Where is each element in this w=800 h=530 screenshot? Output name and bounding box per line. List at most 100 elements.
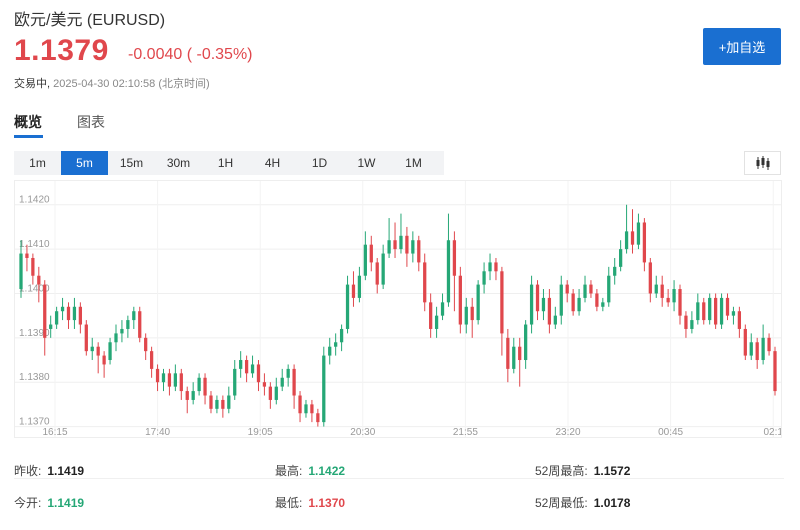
trading-state: 交易中, [14, 78, 51, 90]
view-tabs: 概览 图表 [14, 110, 105, 140]
price-chart[interactable]: 1.1420 1.1410 1.1400 1.1390 1.1380 1.1370 16:… [14, 180, 783, 438]
candle [114, 324, 118, 352]
candle [167, 368, 172, 396]
candle [292, 364, 296, 409]
stats-divider [14, 478, 784, 479]
y-tick-label: 1.1380 [19, 372, 50, 383]
candle [304, 399, 308, 418]
candle [464, 297, 468, 334]
candle [328, 337, 332, 365]
x-tick-label: 19:05 [248, 427, 273, 437]
candle [767, 333, 771, 356]
candle [144, 333, 148, 361]
candle [500, 266, 504, 356]
period-1w[interactable]: 1W [357, 156, 376, 170]
candle [244, 355, 249, 383]
candle [262, 373, 267, 396]
open-label: 今开: [14, 496, 42, 510]
candle [108, 337, 112, 365]
candlestick-icon [756, 156, 769, 170]
candle [256, 360, 261, 392]
candle [470, 297, 474, 338]
candle [363, 231, 367, 281]
candle [393, 222, 397, 258]
period-1mo[interactable]: 1M [405, 156, 422, 170]
candle [31, 253, 35, 285]
candle [268, 382, 272, 409]
candle [96, 342, 100, 374]
candle [743, 324, 747, 361]
candle [488, 253, 492, 281]
candle [239, 351, 243, 378]
period-4h[interactable]: 4H [264, 156, 281, 170]
candle [547, 289, 552, 334]
candle [512, 337, 516, 374]
add-to-watchlist-button[interactable]: +加自选 [703, 28, 781, 65]
period-15m[interactable]: 15m [119, 156, 144, 170]
tab-overview[interactable]: 概览 [14, 110, 43, 138]
candlestick-chart: 1.1420 1.1410 1.1400 1.1390 1.1380 1.1370 16:… [15, 181, 783, 438]
candle [233, 360, 237, 400]
current-price: 1.1379 [14, 34, 109, 67]
candle [102, 351, 106, 378]
candle [636, 213, 641, 250]
candle [672, 280, 676, 312]
period-1d[interactable]: 1D [311, 156, 328, 170]
candle [49, 315, 53, 338]
x-tick-label: 17:40 [145, 427, 170, 437]
period-1h[interactable]: 1H [217, 156, 234, 170]
stat-prev-close: 昨收: 1.1419 [14, 462, 84, 479]
candle [761, 324, 765, 365]
candle [755, 337, 759, 369]
candle [423, 253, 427, 312]
candle [399, 213, 403, 254]
candle [375, 257, 379, 294]
candle [381, 244, 385, 290]
candle [749, 333, 753, 361]
candle [411, 231, 415, 263]
candle [702, 297, 706, 325]
candle [280, 368, 284, 392]
high-value: 1.1422 [308, 464, 346, 478]
y-tick-label: 1.1420 [19, 195, 50, 206]
candle [773, 346, 777, 396]
candle [607, 266, 611, 307]
w52-low-label: 52周最低: [535, 496, 588, 510]
stat-low: 最低: 1.1370 [275, 494, 345, 511]
stat-open: 今开: 1.1419 [14, 494, 84, 511]
candle [482, 262, 486, 294]
candle [274, 377, 278, 405]
candle [155, 364, 160, 392]
candle [126, 315, 130, 338]
candle [357, 266, 362, 303]
candle [684, 311, 688, 338]
candle [60, 297, 65, 321]
candle [286, 364, 290, 387]
tab-chart[interactable]: 图表 [77, 114, 105, 130]
candle [345, 275, 350, 334]
chart-type-button[interactable] [744, 151, 781, 175]
candle [316, 408, 320, 427]
candle [78, 302, 83, 334]
period-30m[interactable]: 30m [166, 156, 191, 170]
candle [524, 320, 528, 369]
candle [648, 257, 652, 303]
candle [417, 235, 421, 272]
price-change: -0.0040 ( -0.35%) [128, 46, 253, 63]
candle [595, 289, 599, 312]
candle [690, 311, 694, 334]
candle [66, 302, 71, 329]
candle [630, 209, 635, 254]
candle [209, 391, 213, 414]
candle [535, 280, 540, 321]
candle [529, 275, 534, 334]
period-selector: 1m 5m 15m 30m 1H 4H 1D 1W 1M [14, 151, 444, 175]
candle [25, 244, 29, 272]
candle [215, 395, 219, 414]
period-5m[interactable]: 5m [61, 151, 108, 175]
x-tick-label: 00:45 [658, 427, 683, 437]
prev-close-label: 昨收: [14, 464, 42, 478]
period-1m[interactable]: 1m [29, 156, 46, 170]
candle [737, 306, 742, 338]
candle [446, 213, 451, 307]
